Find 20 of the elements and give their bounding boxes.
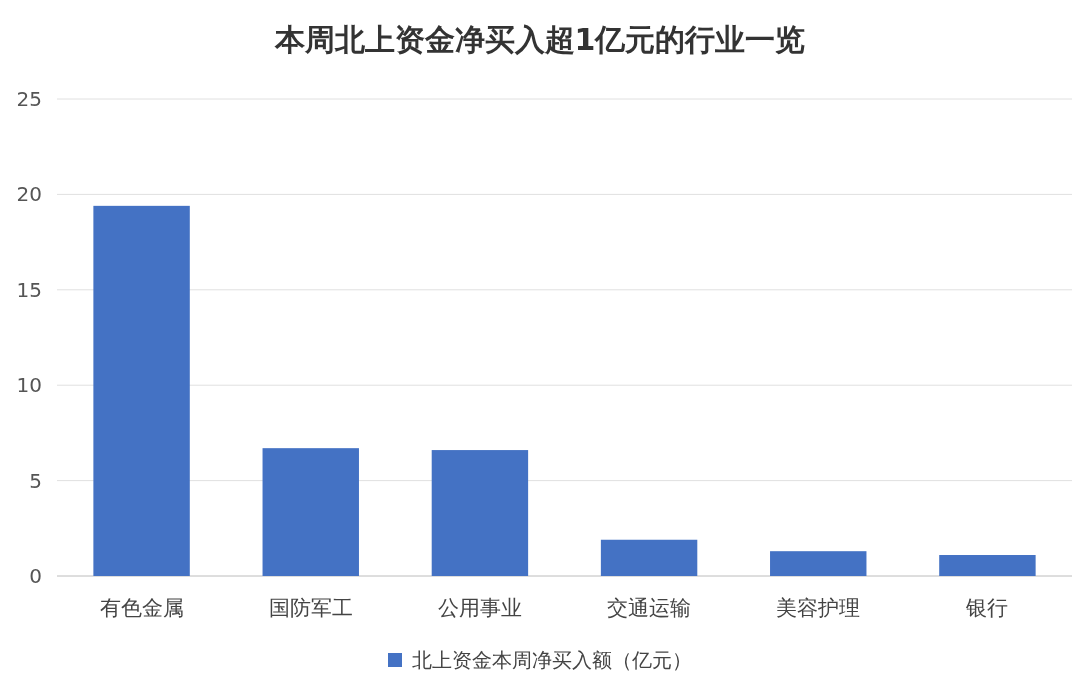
x-tick-label: 公用事业 [437, 596, 522, 620]
y-tick-label: 25 [16, 87, 42, 111]
y-tick-label: 0 [29, 564, 42, 588]
x-tick-label: 交通运输 [607, 596, 692, 620]
bar [600, 539, 698, 576]
x-tick-label: 国防军工 [268, 596, 353, 620]
bar [431, 450, 529, 576]
x-tick-label: 银行 [965, 596, 1009, 620]
y-tick-label: 5 [29, 468, 42, 493]
y-tick-label: 20 [16, 182, 42, 207]
chart-title: 本周北上资金净买入超1亿元的行业一览 [273, 22, 806, 57]
x-tick-label: 有色金属 [99, 596, 184, 620]
y-tick-label: 15 [16, 277, 42, 302]
bar [770, 551, 867, 576]
bar [939, 555, 1036, 576]
bar [262, 448, 359, 576]
legend-label: 北上资金本周净买入额（亿元） [412, 648, 692, 672]
y-tick-label: 10 [16, 373, 42, 398]
x-tick-label: 美容护理 [776, 596, 861, 620]
bar [93, 205, 190, 576]
